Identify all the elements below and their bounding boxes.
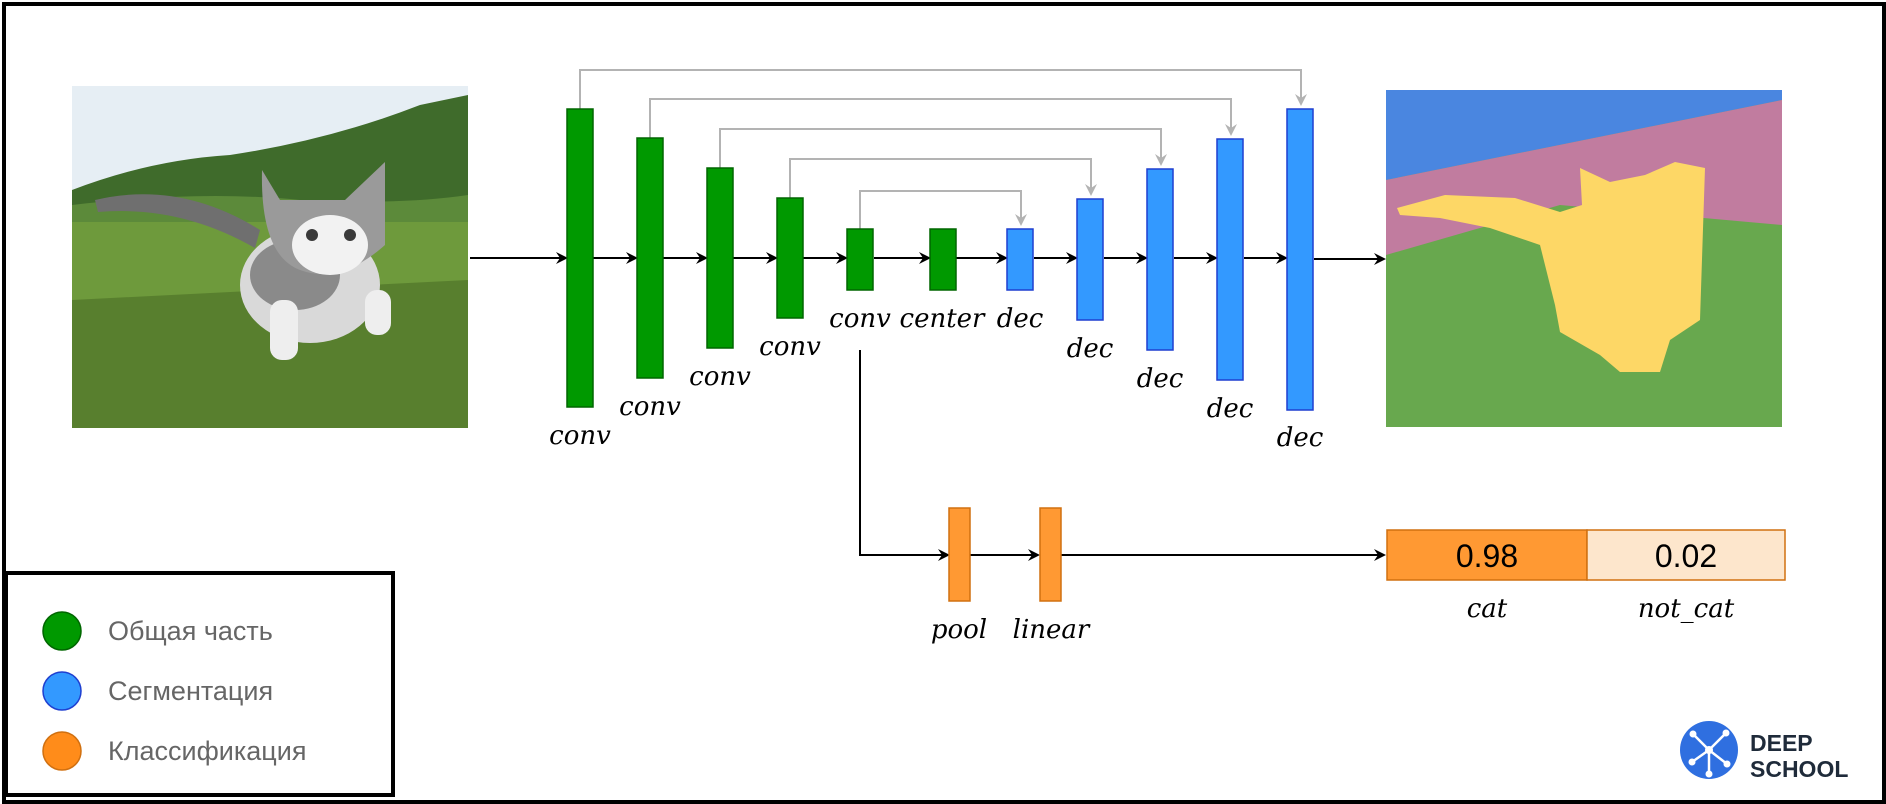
encoder-block [566,108,594,408]
pool-label: pool [931,615,987,645]
brand-logo: DEEP SCHOOL [1680,721,1848,782]
input-image [72,86,468,428]
center-label: center [900,304,987,334]
flow-arrow [859,350,950,561]
decoder-block [1006,228,1034,291]
legend-label-shared: Общая часть [108,616,273,646]
skip-connection [579,69,1307,109]
decoder-block [1076,198,1104,321]
decoder [1006,108,1314,411]
pool-block [948,507,971,602]
skip-connection [649,98,1237,138]
skip-connection [789,158,1097,198]
decoder-block [1216,138,1244,381]
legend: Общая часть Сегментация Классификация [4,571,395,797]
encoder-block [776,197,804,319]
encoder-block [706,167,734,349]
brand-name-line1: DEEP [1750,730,1813,756]
score-value-not-cat: 0.02 [1655,538,1717,574]
segmentation-mask [1386,90,1782,427]
decoder-block [1286,108,1314,411]
encoder [566,108,957,408]
encoder-label: conv [829,304,891,334]
score-box-not-cat [1586,529,1786,581]
decoder-label: dec [1067,334,1114,364]
skip-connections [579,69,1307,229]
encoder-block [846,228,874,291]
decoder-label: dec [1277,423,1324,453]
score-label-not-cat: not_cat [1638,594,1735,624]
skip-connection [719,128,1167,168]
flow-arrows [470,252,1386,561]
brand-name-line2: SCHOOL [1750,756,1848,782]
legend-label-segmentation: Сегментация [108,676,273,706]
skip-connection [859,190,1027,229]
decoder-label: dec [1207,394,1254,424]
output-scores: 0.98 0.02 cat not_cat [1386,529,1786,624]
decoder-label: dec [997,304,1044,334]
score-label-cat: cat [1467,594,1508,624]
network-node-icon [1680,721,1738,779]
encoder-label: conv [689,362,751,392]
encoder-block [636,137,664,379]
linear-block [1039,507,1062,602]
legend-swatch-classification [42,731,82,771]
center-block [929,228,957,291]
encoder-label: conv [549,421,611,451]
legend-swatch-segmentation [42,671,82,711]
score-box-cat [1386,529,1588,581]
linear-label: linear [1013,615,1091,645]
encoder-label: conv [759,332,821,362]
legend-label-classification: Классификация [108,736,306,766]
legend-swatch-shared [42,611,82,651]
decoder-block [1146,168,1174,351]
decoder-label: dec [1137,364,1184,394]
score-value-cat: 0.98 [1456,538,1518,574]
classifier [948,507,1062,602]
encoder-label: conv [619,392,681,422]
